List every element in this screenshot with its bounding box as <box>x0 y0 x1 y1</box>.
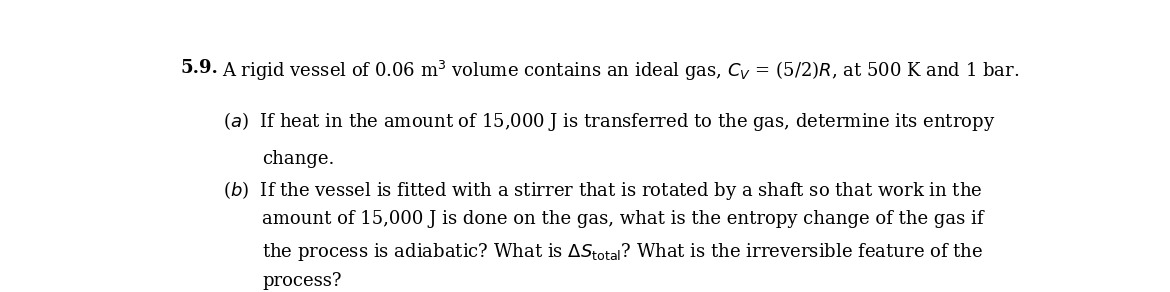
Text: ($b$)  If the vessel is fitted with a stirrer that is rotated by a shaft so that: ($b$) If the vessel is fitted with a sti… <box>223 179 983 202</box>
Text: the process is adiabatic? What is $\Delta S_{\mathrm{total}}$? What is the irrev: the process is adiabatic? What is $\Delt… <box>262 241 984 263</box>
Text: process?: process? <box>262 272 342 290</box>
Text: ($a$)  If heat in the amount of 15,000 J is transferred to the gas, determine it: ($a$) If heat in the amount of 15,000 J … <box>223 110 996 133</box>
Text: A rigid vessel of 0.06 m$^3$ volume contains an ideal gas, $C_V$ = (5/2)$R$, at : A rigid vessel of 0.06 m$^3$ volume cont… <box>221 59 1019 83</box>
Text: amount of 15,000 J is done on the gas, what is the entropy change of the gas if: amount of 15,000 J is done on the gas, w… <box>262 211 984 228</box>
Text: change.: change. <box>262 150 335 168</box>
Text: 5.9.: 5.9. <box>180 59 219 77</box>
